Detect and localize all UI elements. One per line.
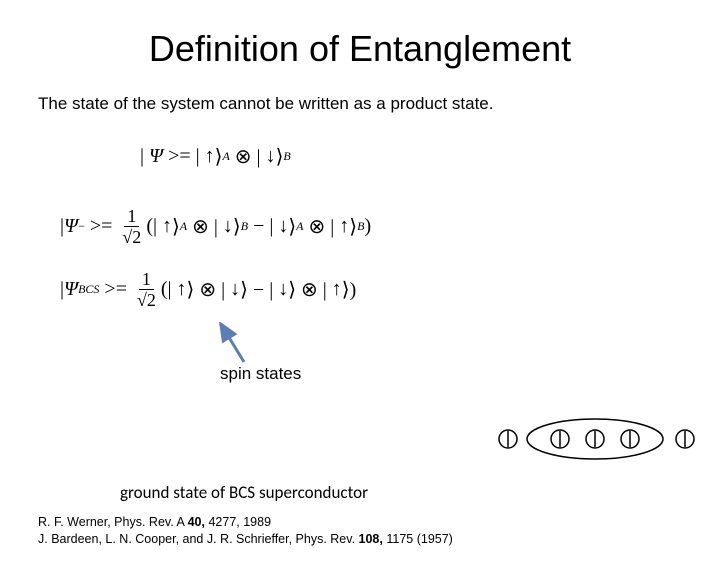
bcs-down1: ↓ xyxy=(230,278,240,301)
superscript-bcs: BCS xyxy=(78,282,99,297)
pointer-arrow-icon xyxy=(216,322,256,366)
page-title: Definition of Entanglement xyxy=(0,28,720,70)
sub-b2: B xyxy=(357,219,364,234)
subscript-a: A xyxy=(222,149,229,164)
psi-bcs-symbol: Ψ xyxy=(64,278,78,301)
ground-state-label: ground state of BCS superconductor xyxy=(120,482,368,503)
reference-2: J. Bardeen, L. N. Cooper, and J. R. Schr… xyxy=(38,531,453,548)
ref2-post: 1175 (1957) xyxy=(383,532,453,546)
ref1-pre: R. F. Werner, Phys. Rev. A xyxy=(38,515,188,529)
spin-down-b: ↓ xyxy=(223,215,233,238)
ref2-bold: 108, xyxy=(359,532,383,546)
equation-product-state: | Ψ >= | ↑⟩A ⊗ | ↓⟩B xyxy=(140,144,720,169)
spin-up: ↑ xyxy=(205,145,215,168)
equation-bcs: |ΨBCS >= 1 √2 (| ↑⟩ ⊗ | ↓⟩ − | ↓⟩ ⊗ | ↑⟩… xyxy=(60,270,720,309)
bcs-down2: ↓ xyxy=(278,278,288,301)
spin-states-label: spin states xyxy=(220,364,301,384)
references: R. F. Werner, Phys. Rev. A 40, 4277, 198… xyxy=(38,514,453,548)
superscript-minus: − xyxy=(78,219,85,234)
psi-symbol: Ψ xyxy=(149,145,163,168)
sub-a: A xyxy=(180,219,187,234)
equation-singlet: |Ψ− >= 1 √2 (| ↑⟩A ⊗ | ↓⟩B − | ↓⟩A ⊗ | ↑… xyxy=(60,207,720,246)
spin-down: ↓ xyxy=(266,145,276,168)
orbital-diagram-icon xyxy=(490,414,700,464)
spin-up-a: ↑ xyxy=(162,215,172,238)
ref1-bold: 40, xyxy=(188,515,205,529)
fraction-1-sqrt2: 1 √2 xyxy=(120,207,143,246)
sub-a2: A xyxy=(296,219,303,234)
bcs-up1: ↑ xyxy=(177,278,187,301)
reference-1: R. F. Werner, Phys. Rev. A 40, 4277, 198… xyxy=(38,514,453,531)
spin-up-b: ↑ xyxy=(339,215,349,238)
ref1-post: 4277, 1989 xyxy=(205,515,271,529)
spin-down-a: ↓ xyxy=(278,215,288,238)
subscript-b: B xyxy=(283,149,290,164)
sub-b: B xyxy=(241,219,248,234)
fraction-bcs: 1 √2 xyxy=(135,270,158,309)
subtitle-text: The state of the system cannot be writte… xyxy=(38,94,720,114)
ref2-pre: J. Bardeen, L. N. Cooper, and J. R. Schr… xyxy=(38,532,359,546)
bcs-up2: ↑ xyxy=(332,278,342,301)
psi-minus-symbol: Ψ xyxy=(64,215,78,238)
